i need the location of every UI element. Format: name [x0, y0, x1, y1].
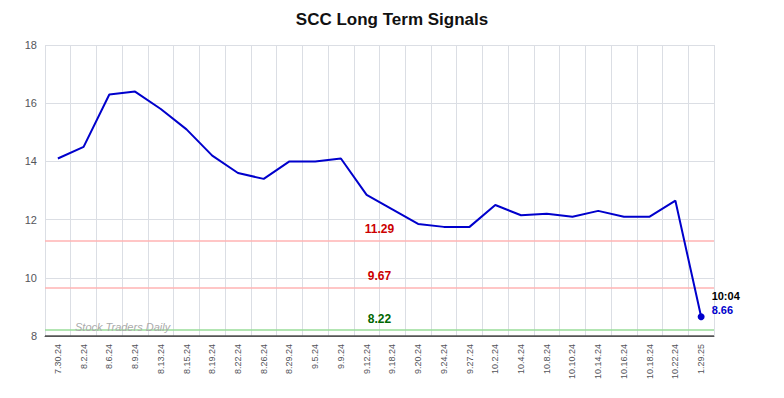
- svg-text:18: 18: [25, 39, 37, 51]
- svg-text:10.4.24: 10.4.24: [516, 344, 526, 374]
- svg-text:10.16.24: 10.16.24: [619, 344, 629, 379]
- svg-text:Stock Traders Daily: Stock Traders Daily: [75, 321, 172, 333]
- svg-text:9.9.24: 9.9.24: [336, 344, 346, 369]
- svg-text:9.18.24: 9.18.24: [387, 344, 397, 374]
- svg-text:8.19.24: 8.19.24: [207, 344, 217, 374]
- svg-text:8.22: 8.22: [368, 312, 392, 326]
- svg-text:9.5.24: 9.5.24: [310, 344, 320, 369]
- svg-text:8.26.24: 8.26.24: [259, 344, 269, 374]
- svg-text:10: 10: [25, 272, 37, 284]
- svg-text:8.9.24: 8.9.24: [130, 344, 140, 369]
- svg-text:10.14.24: 10.14.24: [593, 344, 603, 379]
- svg-text:12: 12: [25, 214, 37, 226]
- svg-text:10.2.24: 10.2.24: [490, 344, 500, 374]
- svg-text:9.27.24: 9.27.24: [465, 344, 475, 374]
- svg-text:8.15.24: 8.15.24: [182, 344, 192, 374]
- svg-text:9.24.24: 9.24.24: [439, 344, 449, 374]
- svg-text:10:04: 10:04: [712, 290, 741, 302]
- svg-text:10.10.24: 10.10.24: [567, 344, 577, 379]
- svg-text:8.66: 8.66: [712, 304, 733, 316]
- svg-text:14: 14: [25, 155, 37, 167]
- svg-text:1.29.25: 1.29.25: [696, 344, 706, 374]
- svg-text:10.18.24: 10.18.24: [645, 344, 655, 379]
- svg-text:9.67: 9.67: [368, 269, 392, 283]
- svg-text:8.13.24: 8.13.24: [156, 344, 166, 374]
- svg-text:9.20.24: 9.20.24: [413, 344, 423, 374]
- svg-text:8: 8: [31, 330, 37, 342]
- svg-text:8.22.24: 8.22.24: [233, 344, 243, 374]
- svg-text:SCC Long Term Signals: SCC Long Term Signals: [296, 10, 488, 29]
- svg-text:9.12.24: 9.12.24: [362, 344, 372, 374]
- svg-text:8.29.24: 8.29.24: [284, 344, 294, 374]
- svg-text:7.30.24: 7.30.24: [53, 344, 63, 374]
- svg-text:16: 16: [25, 97, 37, 109]
- svg-text:8.6.24: 8.6.24: [104, 344, 114, 369]
- svg-text:10.22.24: 10.22.24: [670, 344, 680, 379]
- svg-text:10.8.24: 10.8.24: [542, 344, 552, 374]
- svg-text:11.29: 11.29: [365, 222, 395, 236]
- svg-text:8.2.24: 8.2.24: [79, 344, 89, 369]
